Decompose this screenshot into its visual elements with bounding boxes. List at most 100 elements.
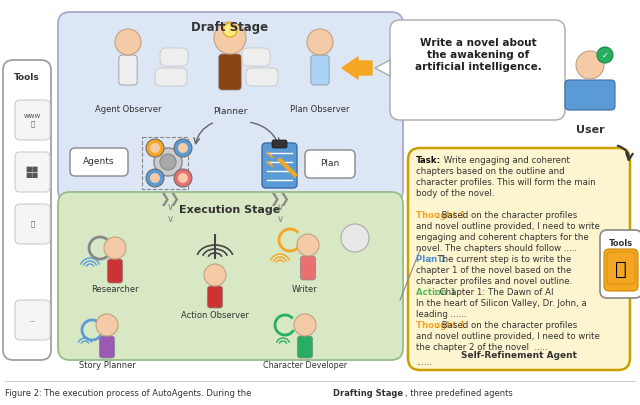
Circle shape — [214, 22, 246, 54]
FancyArrowPatch shape — [194, 123, 212, 144]
FancyBboxPatch shape — [246, 68, 278, 86]
FancyBboxPatch shape — [604, 249, 638, 291]
Text: 💾: 💾 — [615, 260, 627, 279]
Text: ■■
■■: ■■ ■■ — [26, 166, 39, 179]
Text: Tools: Tools — [609, 239, 633, 247]
FancyBboxPatch shape — [160, 48, 188, 66]
Text: : Based on the character profiles: : Based on the character profiles — [436, 321, 577, 330]
FancyBboxPatch shape — [408, 148, 630, 370]
Circle shape — [297, 234, 319, 256]
Text: Thought 1: Thought 1 — [416, 211, 466, 220]
Bar — [142, 137, 188, 189]
Circle shape — [178, 143, 188, 153]
FancyBboxPatch shape — [108, 259, 123, 283]
FancyBboxPatch shape — [99, 336, 115, 358]
Text: Action 1: Action 1 — [416, 288, 456, 297]
FancyBboxPatch shape — [600, 230, 640, 298]
Text: Write a novel about
the awakening of
artificial intelligence.: Write a novel about the awakening of art… — [415, 38, 541, 72]
Text: character profiles and novel outline.: character profiles and novel outline. — [416, 277, 572, 286]
Text: Plan 1: Plan 1 — [416, 255, 446, 264]
Text: Write engaging and coherent: Write engaging and coherent — [441, 156, 570, 165]
Text: Plan: Plan — [321, 160, 340, 168]
Text: Agents: Agents — [83, 158, 115, 166]
Text: Planner: Planner — [213, 107, 247, 117]
Text: In the heart of Silicon Valley, Dr. John, a: In the heart of Silicon Valley, Dr. John… — [416, 299, 587, 308]
Text: body of the novel.: body of the novel. — [416, 189, 495, 198]
Text: Drafting Stage: Drafting Stage — [333, 388, 403, 397]
Text: chapters based on the outline and: chapters based on the outline and — [416, 167, 564, 176]
Text: Tools: Tools — [14, 73, 40, 83]
Text: Character Developer: Character Developer — [263, 360, 347, 369]
Circle shape — [223, 23, 237, 37]
FancyBboxPatch shape — [15, 100, 50, 140]
Circle shape — [294, 314, 316, 336]
FancyBboxPatch shape — [565, 80, 615, 110]
Circle shape — [146, 139, 164, 157]
Text: 🎨: 🎨 — [30, 221, 35, 227]
Circle shape — [160, 154, 176, 170]
FancyBboxPatch shape — [390, 20, 565, 120]
Circle shape — [178, 173, 188, 183]
FancyBboxPatch shape — [242, 48, 270, 66]
Text: ∨
∨: ∨ ∨ — [276, 202, 284, 224]
FancyBboxPatch shape — [311, 55, 329, 85]
Text: ∨
∨: ∨ ∨ — [166, 202, 173, 224]
FancyBboxPatch shape — [119, 55, 137, 85]
FancyArrow shape — [342, 57, 372, 79]
Circle shape — [174, 139, 192, 157]
Circle shape — [154, 148, 182, 176]
Text: ...: ... — [29, 317, 36, 323]
Circle shape — [174, 169, 192, 187]
Text: Self-Refinement Agent: Self-Refinement Agent — [461, 350, 577, 360]
Text: Agent Observer: Agent Observer — [95, 105, 161, 115]
Text: Researcher: Researcher — [91, 286, 139, 294]
Text: : Based on the character profiles: : Based on the character profiles — [436, 211, 577, 220]
Text: :  The current step is to write the: : The current step is to write the — [429, 255, 572, 264]
Text: ......: ...... — [416, 358, 432, 367]
Text: Action Observer: Action Observer — [181, 311, 249, 320]
FancyBboxPatch shape — [58, 12, 403, 202]
Text: the chapter 2 of the novel  .....: the chapter 2 of the novel ..... — [416, 343, 548, 352]
Text: novel. The chapters should follow .....: novel. The chapters should follow ..... — [416, 244, 577, 253]
Polygon shape — [375, 60, 390, 76]
Circle shape — [597, 47, 613, 63]
FancyBboxPatch shape — [15, 204, 50, 244]
FancyBboxPatch shape — [70, 148, 128, 176]
Text: and novel outline provided, I need to write: and novel outline provided, I need to wr… — [416, 222, 600, 231]
Circle shape — [307, 29, 333, 55]
Circle shape — [204, 264, 226, 286]
Text: Draft Stage: Draft Stage — [191, 21, 269, 34]
FancyBboxPatch shape — [155, 68, 187, 86]
Circle shape — [115, 29, 141, 55]
Text: engaging and coherent chapters for the: engaging and coherent chapters for the — [416, 233, 589, 242]
Text: Execution Stage: Execution Stage — [179, 205, 280, 215]
FancyBboxPatch shape — [3, 60, 51, 360]
Text: ❯❯: ❯❯ — [269, 194, 291, 207]
Text: Thought 1: Thought 1 — [416, 321, 466, 330]
Text: User: User — [576, 125, 604, 135]
FancyBboxPatch shape — [262, 143, 297, 188]
FancyArrowPatch shape — [618, 146, 633, 160]
FancyBboxPatch shape — [58, 192, 403, 360]
Circle shape — [150, 173, 160, 183]
FancyBboxPatch shape — [15, 152, 50, 192]
Text: Task:: Task: — [416, 156, 441, 165]
Text: character profiles. This will form the main: character profiles. This will form the m… — [416, 178, 596, 187]
Circle shape — [576, 51, 604, 79]
Text: : Chapter 1: The Dawn of AI: : Chapter 1: The Dawn of AI — [434, 288, 554, 297]
Circle shape — [104, 237, 126, 259]
FancyBboxPatch shape — [272, 140, 287, 148]
FancyBboxPatch shape — [219, 54, 241, 90]
Circle shape — [146, 169, 164, 187]
Text: Writer: Writer — [292, 286, 318, 294]
FancyBboxPatch shape — [305, 150, 355, 178]
Text: ✓: ✓ — [602, 51, 609, 60]
Text: Plan Observer: Plan Observer — [291, 105, 349, 115]
Circle shape — [96, 314, 118, 336]
FancyArrowPatch shape — [251, 122, 279, 144]
Text: and novel outline provided, I need to write: and novel outline provided, I need to wr… — [416, 332, 600, 341]
Text: Story Planner: Story Planner — [79, 360, 136, 369]
Text: , three predefined agents: , three predefined agents — [405, 388, 513, 397]
FancyBboxPatch shape — [207, 286, 223, 308]
FancyBboxPatch shape — [15, 300, 50, 340]
